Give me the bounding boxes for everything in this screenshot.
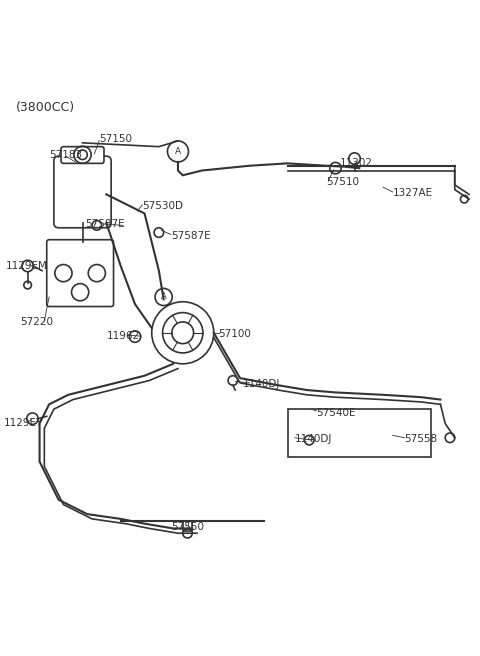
Text: A: A bbox=[175, 147, 181, 156]
Text: 1140DJ: 1140DJ bbox=[295, 434, 332, 444]
Text: 1140DJ: 1140DJ bbox=[242, 379, 280, 389]
Text: 57530D: 57530D bbox=[142, 201, 183, 211]
Text: 57220: 57220 bbox=[21, 318, 53, 327]
Text: (3800CC): (3800CC) bbox=[16, 101, 75, 114]
Text: A: A bbox=[161, 293, 167, 302]
Text: 57540E: 57540E bbox=[316, 408, 356, 418]
Text: 11962: 11962 bbox=[107, 331, 140, 341]
Text: 1129EM: 1129EM bbox=[6, 261, 48, 271]
Text: 57587E: 57587E bbox=[85, 219, 124, 229]
FancyBboxPatch shape bbox=[61, 147, 104, 163]
Text: 57558: 57558 bbox=[405, 434, 438, 443]
Text: 57150: 57150 bbox=[99, 134, 132, 144]
Text: 57550: 57550 bbox=[171, 522, 204, 533]
Text: 11302: 11302 bbox=[340, 158, 373, 169]
Text: 57183: 57183 bbox=[49, 150, 82, 160]
Bar bbox=[288, 409, 431, 457]
FancyBboxPatch shape bbox=[47, 239, 114, 306]
Text: 57510: 57510 bbox=[326, 177, 359, 187]
Text: 1327AE: 1327AE bbox=[393, 188, 433, 198]
FancyBboxPatch shape bbox=[54, 156, 111, 228]
Text: 1129EY: 1129EY bbox=[4, 419, 43, 428]
Text: 57587E: 57587E bbox=[171, 231, 210, 241]
Text: 57100: 57100 bbox=[218, 329, 252, 339]
